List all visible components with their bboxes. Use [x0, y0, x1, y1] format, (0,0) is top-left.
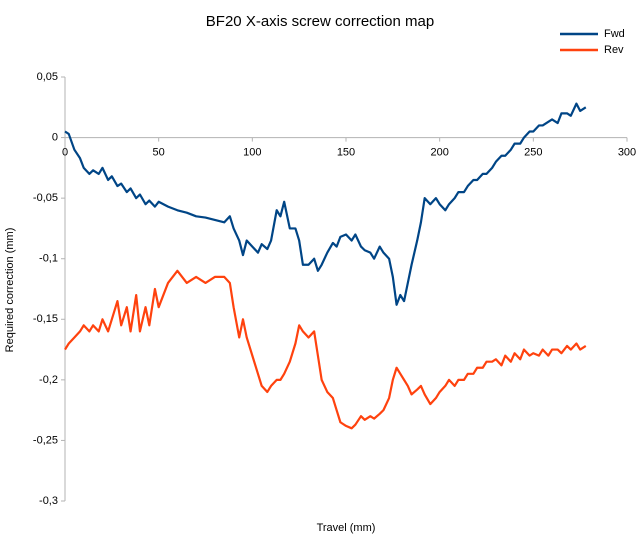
x-axis-label: Travel (mm)	[317, 522, 376, 534]
y-tick-label: -0,3	[39, 495, 58, 507]
y-tick-label: -0,25	[33, 434, 58, 446]
y-tick-label: -0,1	[39, 253, 58, 265]
x-tick-label: 100	[243, 146, 261, 158]
y-tick-label: -0,2	[39, 374, 58, 386]
x-tick-label: 300	[618, 146, 636, 158]
x-tick-label: 0	[62, 146, 68, 158]
legend-label: Fwd	[604, 28, 625, 40]
chart-title: BF20 X-axis screw correction map	[206, 13, 434, 30]
y-tick-label: 0,05	[37, 71, 58, 83]
y-tick-label: 0	[52, 131, 58, 143]
y-axis-label: Required correction (mm)	[4, 228, 16, 353]
x-tick-label: 50	[153, 146, 165, 158]
series-line	[64, 269, 587, 430]
y-tick-label: -0,05	[33, 192, 58, 204]
x-tick-label: 150	[337, 146, 355, 158]
series-line	[64, 102, 587, 306]
y-tick-label: -0,15	[33, 313, 58, 325]
x-tick-label: 250	[524, 146, 542, 158]
x-tick-label: 200	[430, 146, 448, 158]
legend-label: Rev	[604, 44, 624, 56]
